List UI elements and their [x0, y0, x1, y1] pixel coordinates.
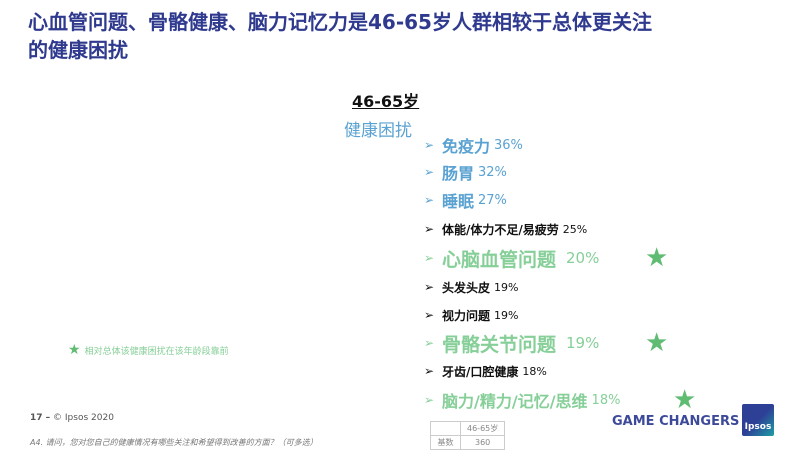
arrow-bullet-icon: ➢	[424, 336, 435, 350]
item-label: 肠胃	[442, 164, 475, 183]
question-footnote: A4. 请问，您对您自己的健康情况有哪些关注和希望得到改善的方面？（可多选）	[30, 438, 318, 447]
arrow-bullet-icon: ➢	[424, 193, 435, 207]
item-label: 免疫力	[442, 137, 491, 156]
item-label: 牙齿/口腔健康	[442, 364, 519, 379]
item-percent: 19%	[494, 308, 519, 322]
star-icon: ★	[645, 328, 669, 358]
list-item: ➢ 免疫力 36%	[424, 133, 523, 157]
list-item: ➢ 牙齿/口腔健康 18%	[424, 359, 547, 383]
base-table-row-label: 基数	[430, 435, 461, 450]
item-percent: 18%	[591, 392, 621, 408]
ipsos-logo: Ipsos	[742, 404, 774, 436]
list-item: ➢ 骨骼关节问题 19%	[424, 331, 600, 356]
footer-page: 17 – © Ipsos 2020	[30, 413, 114, 423]
page-number: 17 –	[30, 413, 51, 423]
item-label: 头发头皮	[442, 280, 491, 295]
star-icon: ★	[68, 342, 81, 358]
list-item: ➢ 睡眠 27%	[424, 188, 507, 212]
arrow-bullet-icon: ➢	[424, 280, 435, 294]
item-percent: 19%	[494, 280, 519, 294]
list-item: ➢ 脑力/精力/记忆/思维 18%	[424, 388, 620, 412]
item-label: 脑力/精力/记忆/思维	[442, 392, 588, 411]
item-label: 心脑血管问题	[442, 248, 557, 271]
arrow-bullet-icon: ➢	[424, 364, 435, 378]
list-item: ➢ 视力问题 19%	[424, 303, 518, 327]
item-percent: 32%	[478, 164, 507, 180]
list-item: ➢ 头发头皮 19%	[424, 275, 518, 299]
list-item: ➢ 心脑血管问题 20%	[424, 246, 600, 271]
game-changers-tagline: GAME CHANGERS	[612, 414, 740, 429]
section-label: 健康困扰	[344, 121, 412, 141]
base-table: 46-65岁 基数 360	[430, 421, 506, 450]
arrow-bullet-icon: ➢	[424, 251, 435, 265]
item-percent: 18%	[522, 364, 547, 378]
page-title-line1: 心血管问题、骨骼健康、脑力记忆力是46-65岁人群相较于总体更关注	[28, 10, 652, 34]
arrow-bullet-icon: ➢	[424, 138, 435, 152]
item-label: 骨骼关节问题	[442, 333, 557, 356]
list-item: ➢ 肠胃 32%	[424, 160, 507, 184]
group-label: 46-65岁	[352, 92, 420, 111]
item-percent: 19%	[566, 334, 600, 352]
base-table-header: 46-65岁	[459, 421, 506, 436]
list-item: ➢ 体能/体力不足/易疲劳 25%	[424, 217, 587, 241]
item-label: 视力问题	[442, 308, 491, 323]
copyright: © Ipsos 2020	[53, 413, 114, 423]
arrow-bullet-icon: ➢	[424, 308, 435, 322]
legend: ★ 相对总体该健康困扰在该年龄段靠前	[68, 342, 229, 358]
legend-text: 相对总体该健康困扰在该年龄段靠前	[84, 346, 229, 357]
item-percent: 25%	[562, 222, 588, 236]
base-table-value: 360	[459, 435, 506, 450]
item-label: 体能/体力不足/易疲劳	[442, 222, 559, 237]
star-icon: ★	[645, 243, 669, 273]
arrow-bullet-icon: ➢	[424, 393, 435, 407]
arrow-bullet-icon: ➢	[424, 165, 435, 179]
item-percent: 36%	[494, 137, 523, 153]
item-percent: 27%	[478, 192, 507, 208]
arrow-bullet-icon: ➢	[424, 222, 435, 236]
star-icon: ★	[673, 385, 697, 415]
page-title-line2: 的健康困扰	[28, 38, 128, 62]
item-percent: 20%	[566, 249, 600, 267]
item-label: 睡眠	[442, 192, 475, 211]
